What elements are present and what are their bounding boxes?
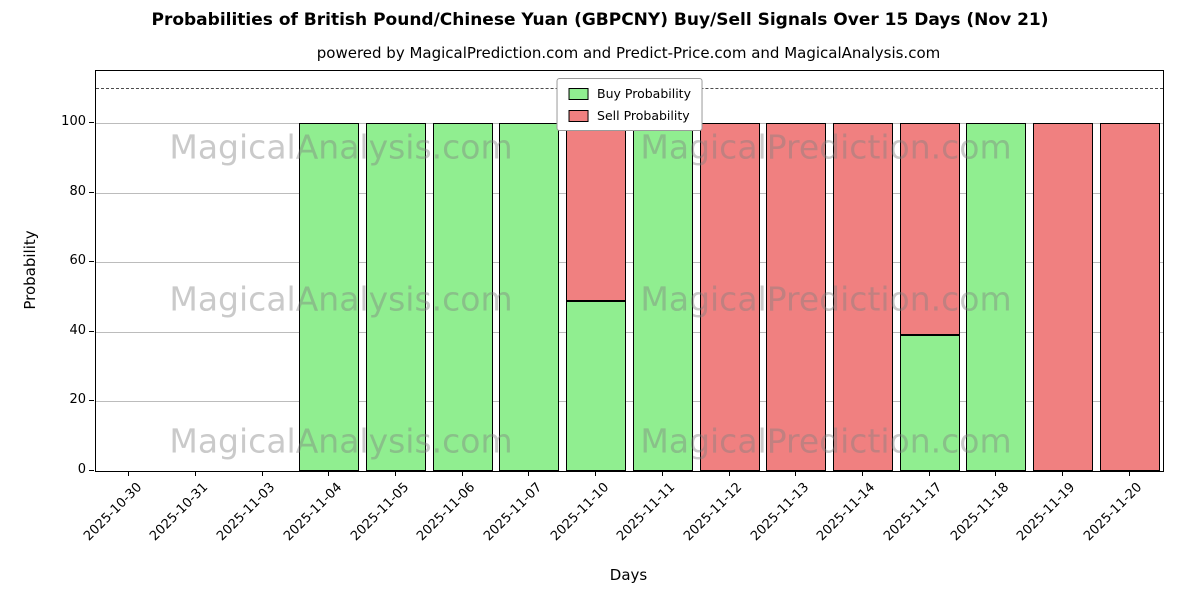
x-tick-label: 2025-11-19 (1014, 480, 1079, 545)
bar-sell-segment (1099, 123, 1160, 471)
watermark-text: MagicalAnalysis.com (169, 127, 513, 167)
legend-swatch (568, 109, 589, 122)
gridline (96, 331, 1163, 333)
gridline (96, 401, 1163, 403)
legend: Buy Probability Sell Probability (556, 78, 703, 131)
x-tick-label: 2025-11-17 (881, 480, 946, 545)
y-tick-label: 40 (69, 322, 86, 338)
bar-sell-segment (566, 123, 627, 301)
x-tick-mark (261, 471, 263, 476)
x-tick-mark (995, 471, 997, 476)
bar-buy-segment (899, 335, 960, 471)
gridline (96, 262, 1163, 264)
x-tick-mark (1061, 471, 1063, 476)
bar-buy-segment (366, 123, 427, 471)
x-tick-label: 2025-11-18 (947, 480, 1012, 545)
bar-sell-segment (766, 123, 827, 471)
bar-buy-segment (966, 123, 1027, 471)
bar-buy-segment (299, 123, 360, 471)
watermark-text: MagicalPrediction.com (640, 421, 1012, 461)
x-tick-mark (928, 471, 930, 476)
x-tick-label: 2025-10-31 (147, 480, 212, 545)
y-tick-label: 60 (69, 253, 86, 269)
x-tick-mark (395, 471, 397, 476)
x-tick-mark (195, 471, 197, 476)
x-tick-label: 2025-11-14 (814, 480, 879, 545)
bar-sell-segment (699, 123, 760, 471)
x-tick-mark (728, 471, 730, 476)
y-tick-label: 100 (61, 114, 86, 130)
y-tick-label: 20 (69, 392, 86, 408)
watermark-text: MagicalPrediction.com (640, 279, 1012, 319)
bar-buy-segment (432, 123, 493, 471)
legend-item: Buy Probability (568, 86, 691, 101)
plot-area: Buy Probability Sell Probability MagicalA… (95, 70, 1164, 472)
x-tick-label: 2025-11-06 (414, 480, 479, 545)
y-tick-mark (89, 330, 94, 332)
bar-buy-segment (566, 300, 627, 471)
x-tick-mark (595, 471, 597, 476)
y-tick-mark (89, 400, 94, 402)
watermark-text: MagicalPrediction.com (640, 127, 1012, 167)
chart-title: Probabilities of British Pound/Chinese Y… (151, 10, 1049, 30)
x-tick-label: 2025-11-05 (347, 480, 412, 545)
x-axis-label: Days (609, 566, 648, 584)
bar-buy-segment (632, 123, 693, 471)
x-tick-label: 2025-11-03 (214, 480, 279, 545)
bar-buy-segment (499, 123, 560, 471)
x-tick-mark (795, 471, 797, 476)
gridline (96, 192, 1163, 194)
legend-item: Sell Probability (568, 108, 691, 123)
x-tick-mark (128, 471, 130, 476)
y-tick-mark (89, 191, 94, 193)
legend-label: Buy Probability (597, 86, 691, 101)
x-tick-label: 2025-11-10 (547, 480, 612, 545)
y-tick-label: 0 (77, 462, 86, 477)
bar-sell-segment (832, 123, 893, 471)
x-tick-mark (661, 471, 663, 476)
x-tick-label: 2025-11-20 (1081, 480, 1146, 545)
chart-subtitle: powered by MagicalPrediction.com and Pre… (316, 44, 941, 62)
y-tick-mark (89, 261, 94, 263)
x-tick-label: 2025-10-30 (80, 480, 145, 545)
y-tick-label: 80 (69, 183, 86, 199)
x-tick-label: 2025-11-13 (747, 480, 812, 545)
y-tick-mark (89, 122, 94, 124)
x-tick-mark (1128, 471, 1130, 476)
x-tick-mark (328, 471, 330, 476)
x-tick-mark (461, 471, 463, 476)
watermark-text: MagicalAnalysis.com (169, 279, 513, 319)
legend-swatch (568, 87, 589, 100)
x-tick-mark (861, 471, 863, 476)
bar-sell-segment (1032, 123, 1093, 471)
x-tick-label: 2025-11-11 (614, 480, 679, 545)
legend-label: Sell Probability (597, 108, 690, 123)
x-tick-label: 2025-11-12 (681, 480, 746, 545)
bar-sell-segment (899, 123, 960, 336)
y-axis-label: Probability (21, 230, 39, 310)
watermark-text: MagicalAnalysis.com (169, 421, 513, 461)
y-tick-mark (89, 470, 94, 471)
x-tick-mark (528, 471, 530, 476)
x-tick-label: 2025-11-07 (481, 480, 546, 545)
x-tick-label: 2025-11-04 (280, 480, 346, 545)
